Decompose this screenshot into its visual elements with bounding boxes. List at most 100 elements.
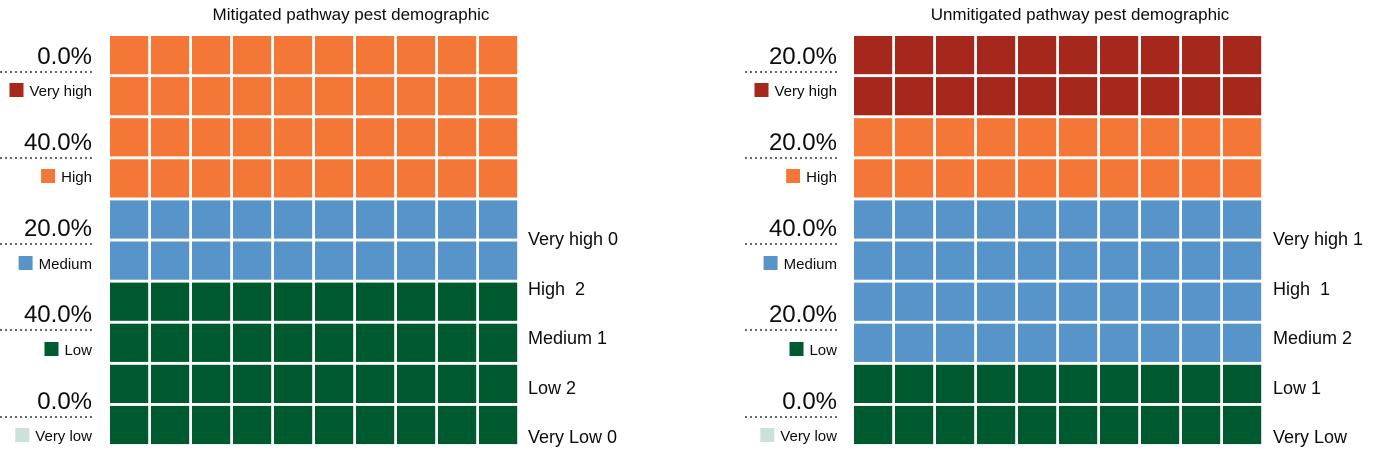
waffle-cell-medium	[1100, 323, 1139, 362]
count-label-low: Low 1	[1273, 378, 1321, 398]
waffle-cell-low	[479, 282, 518, 321]
waffle-cell-high	[438, 118, 477, 157]
waffle-cell-medium	[854, 282, 893, 321]
waffle-cell-medium	[854, 200, 893, 239]
waffle-cell-medium	[977, 323, 1016, 362]
waffle-cell-medium	[1223, 200, 1262, 239]
waffle-cell-low	[438, 282, 477, 321]
waffle-cell-medium	[315, 200, 354, 239]
waffle-cell-low	[233, 405, 272, 445]
waffle-cell-low	[274, 323, 313, 362]
waffle-cell-low	[479, 323, 518, 362]
count-label-low: Low 2	[528, 378, 576, 398]
legend-label: Medium	[39, 256, 92, 273]
waffle-cell-very-high	[1018, 77, 1057, 116]
waffle-cell-low	[1223, 405, 1262, 445]
waffle-cell-low	[1141, 364, 1180, 403]
count-label-medium: Medium 1	[528, 328, 607, 348]
waffle-cell-medium	[315, 241, 354, 280]
waffle-cell-high	[895, 159, 934, 198]
waffle-cell-high	[1223, 159, 1262, 198]
percentage-label: 0.0%	[37, 43, 92, 70]
waffle-cell-medium	[936, 323, 975, 362]
waffle-cell-high	[397, 118, 436, 157]
waffle-cell-low	[192, 364, 231, 403]
waffle-cell-low	[110, 323, 149, 362]
waffle-cell-high	[110, 77, 149, 116]
chart-title: Mitigated pathway pest demographic	[213, 5, 490, 24]
waffle-cell-high	[438, 159, 477, 198]
waffle-cell-low	[479, 364, 518, 403]
count-label-very-high: Very high 1	[1273, 229, 1363, 249]
waffle-cell-medium	[1059, 200, 1098, 239]
waffle-cell-medium	[977, 200, 1016, 239]
waffle-cell-low	[438, 405, 477, 445]
legend-label: Low	[809, 342, 837, 359]
waffle-cell-high	[233, 159, 272, 198]
waffle-cell-medium	[977, 282, 1016, 321]
waffle-cell-medium	[895, 241, 934, 280]
waffle-cell-high	[438, 36, 477, 75]
legend-swatch-medium	[18, 256, 33, 270]
waffle-cell-low	[356, 364, 395, 403]
waffle-cell-medium	[233, 200, 272, 239]
waffle-cell-low	[274, 405, 313, 445]
waffle-cell-high	[151, 159, 190, 198]
waffle-cell-low	[110, 364, 149, 403]
waffle-cell-high	[397, 159, 436, 198]
waffle-cell-low	[479, 405, 518, 445]
waffle-cell-medium	[151, 200, 190, 239]
waffle-cell-medium	[192, 241, 231, 280]
waffle-cell-medium	[1018, 282, 1057, 321]
legend-swatch-very-low	[15, 428, 30, 442]
waffle-cell-high	[233, 77, 272, 116]
waffle-cell-high	[110, 159, 149, 198]
waffle-cell-very-high	[895, 36, 934, 75]
waffle-cell-high	[356, 36, 395, 75]
waffle-cell-high	[315, 118, 354, 157]
waffle-cell-low	[1182, 405, 1221, 445]
percentage-label: 0.0%	[37, 388, 92, 415]
waffle-cell-medium	[1182, 200, 1221, 239]
waffle-cell-high	[274, 118, 313, 157]
waffle-cell-high	[977, 118, 1016, 157]
waffle-cell-medium	[110, 241, 149, 280]
legend-label: Medium	[784, 256, 837, 273]
waffle-cell-very-high	[977, 36, 1016, 75]
percentage-label: 20.0%	[769, 301, 837, 328]
waffle-cell-low	[936, 405, 975, 445]
waffle-cell-medium	[1223, 323, 1262, 362]
legend-swatch-very-high	[754, 83, 769, 97]
waffle-cell-low	[315, 323, 354, 362]
legend-swatch-high	[41, 169, 56, 183]
legend-label: Very high	[29, 83, 92, 100]
waffle-cell-medium	[1141, 200, 1180, 239]
waffle-cell-medium	[397, 241, 436, 280]
waffle-cell-medium	[192, 200, 231, 239]
waffle-cell-high	[192, 77, 231, 116]
waffle-cell-very-high	[1100, 77, 1139, 116]
waffle-cell-low	[1059, 405, 1098, 445]
waffle-cell-low	[233, 282, 272, 321]
waffle-cell-very-high	[1182, 36, 1221, 75]
waffle-cell-medium	[854, 241, 893, 280]
count-label-high: High 1	[1273, 279, 1330, 299]
waffle-cell-low	[438, 364, 477, 403]
percentage-label: 40.0%	[769, 215, 837, 242]
waffle-cell-medium	[438, 200, 477, 239]
waffle-cell-medium	[1100, 200, 1139, 239]
waffle-cell-medium	[1223, 241, 1262, 280]
waffle-cell-low	[192, 405, 231, 445]
waffle-cell-high	[110, 36, 149, 75]
waffle-cell-low	[274, 364, 313, 403]
waffle-cell-medium	[1018, 241, 1057, 280]
waffle-cell-medium	[1100, 282, 1139, 321]
legend-label: Low	[64, 342, 92, 359]
waffle-cell-low	[315, 282, 354, 321]
percentage-label: 0.0%	[782, 388, 837, 415]
waffle-cell-high	[356, 118, 395, 157]
waffle-cell-very-high	[1182, 77, 1221, 116]
waffle-cell-high	[192, 118, 231, 157]
waffle-cell-low	[397, 323, 436, 362]
